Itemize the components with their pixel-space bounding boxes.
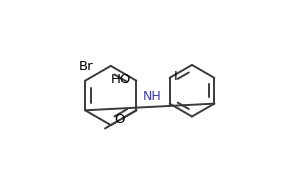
Text: NH: NH <box>142 90 161 103</box>
Text: Br: Br <box>79 60 94 74</box>
Text: O: O <box>115 113 125 126</box>
Text: HO: HO <box>111 73 131 86</box>
Text: I: I <box>174 70 178 83</box>
